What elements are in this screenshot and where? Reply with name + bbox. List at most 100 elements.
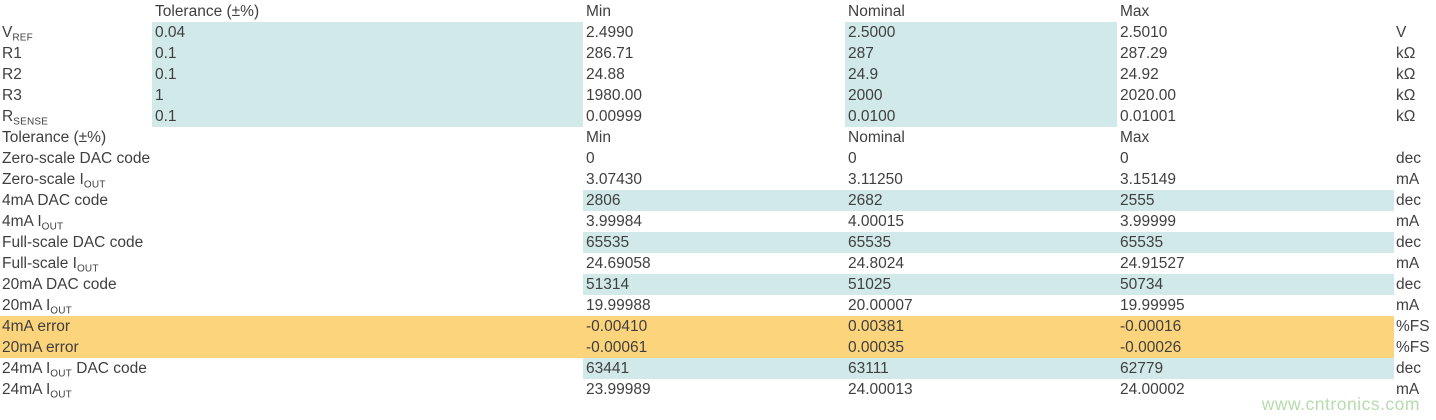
header-row-2-nominal-cell: Nominal bbox=[848, 129, 905, 146]
row-r2-max-cell: 24.92 bbox=[1120, 66, 1159, 83]
row-24ma-iout-nominal-cell: 24.00013 bbox=[848, 381, 913, 398]
row-24ma-iout-dac-code-label: 24mA IOUT DAC code bbox=[0, 358, 152, 380]
row-24ma-iout-label: 24mA IOUT bbox=[0, 379, 152, 401]
row-r3-max-cell: 2020.00 bbox=[1120, 87, 1177, 104]
row-4ma-iout-unit-cell: mA bbox=[1396, 213, 1420, 230]
header-row-2-max-cell: Max bbox=[1120, 129, 1150, 146]
row-24ma-iout-dac-code-max-cell: 62779 bbox=[1117, 358, 1394, 379]
row-24ma-iout-min-cell: 23.99989 bbox=[586, 381, 651, 398]
row-4ma-error-label: 4mA error bbox=[0, 316, 152, 337]
row-24ma-iout-dac-code-min-cell: 63441 bbox=[583, 358, 845, 379]
row-vref: VREF 0.04 2.4990 2.5000 2.5010 V bbox=[0, 22, 1436, 44]
row-20ma-error-nominal-cell: 0.00035 bbox=[845, 337, 1117, 358]
row-vref-max-cell: 2.5010 bbox=[1120, 24, 1168, 41]
row-zero-scale-iout-unit-cell: mA bbox=[1396, 171, 1420, 188]
row-zero-scale-iout: Zero-scale IOUT 3.07430 3.11250 3.15149 mA bbox=[0, 169, 1436, 191]
row-full-scale-dac-code-nominal-cell: 65535 bbox=[845, 232, 1117, 253]
row-20ma-dac-code-tolerance-cell bbox=[152, 274, 583, 295]
row-20ma-iout-unit-cell: mA bbox=[1396, 297, 1420, 314]
header-row-1-max-cell: Max bbox=[1120, 3, 1150, 20]
row-20ma-error-tolerance-cell bbox=[152, 337, 583, 358]
row-rsense-label-subscript: SENSE bbox=[13, 116, 49, 128]
row-r1-min-cell: 286.71 bbox=[586, 45, 634, 62]
row-zero-scale-dac-code-label: Zero-scale DAC code bbox=[0, 148, 152, 169]
row-zero-scale-dac-code-label-text: Zero-scale DAC code bbox=[2, 150, 151, 167]
row-vref-unit-cell: V bbox=[1396, 24, 1407, 41]
row-zero-scale-dac-code-max-cell: 0 bbox=[1120, 150, 1129, 167]
row-rsense: RSENSE 0.1 0.00999 0.0100 0.01001 kΩ bbox=[0, 106, 1436, 128]
row-full-scale-iout-max-cell: 24.91527 bbox=[1120, 255, 1185, 272]
row-zero-scale-iout-max-cell: 3.15149 bbox=[1120, 171, 1177, 188]
row-24ma-iout-dac-code-label-subscript: OUT bbox=[50, 368, 72, 380]
row-full-scale-iout-nominal-cell: 24.8024 bbox=[848, 255, 905, 272]
row-20ma-iout-label: 20mA IOUT bbox=[0, 295, 152, 317]
row-full-scale-dac-code-unit-cell: dec bbox=[1396, 234, 1421, 251]
header-row-2-min-cell: Min bbox=[586, 129, 611, 146]
row-full-scale-iout-tolerance-cell bbox=[152, 253, 583, 274]
row-4ma-dac-code-min-cell: 2806 bbox=[583, 190, 845, 211]
row-4ma-iout-label-text: 4mA I bbox=[2, 213, 42, 230]
row-r3-nominal-cell: 2000 bbox=[845, 85, 1117, 106]
row-r2-label-text: R2 bbox=[2, 66, 22, 83]
row-r2-unit-cell: kΩ bbox=[1396, 66, 1416, 83]
row-4ma-iout-label: 4mA IOUT bbox=[0, 211, 152, 233]
row-vref-min-cell: 2.4990 bbox=[586, 24, 634, 41]
row-zero-scale-iout-label: Zero-scale IOUT bbox=[0, 169, 152, 191]
row-r1-label-text: R1 bbox=[2, 45, 22, 62]
header-row-1-unit-cell bbox=[1394, 1, 1436, 22]
row-20ma-iout-label-text: 20mA I bbox=[2, 297, 51, 314]
row-r3-label: R3 bbox=[0, 85, 152, 106]
header-row-1-nominal-cell: Nominal bbox=[848, 3, 905, 20]
row-4ma-iout: 4mA IOUT 3.99984 4.00015 3.99999 mA bbox=[0, 211, 1436, 233]
row-4ma-dac-code-label-text: 4mA DAC code bbox=[2, 192, 108, 209]
row-20ma-error-max-cell: -0.00026 bbox=[1117, 337, 1394, 358]
row-24ma-iout-unit-cell: mA bbox=[1396, 381, 1420, 398]
row-r3-tolerance-cell: 1 bbox=[152, 85, 583, 106]
row-rsense-max-cell: 0.01001 bbox=[1120, 108, 1177, 125]
header-row-2: Tolerance (±%) Min Nominal Max bbox=[0, 127, 1436, 148]
header-row-2-unit-cell bbox=[1394, 127, 1436, 148]
row-4ma-error-max-cell: -0.00016 bbox=[1117, 316, 1394, 337]
header-row-2-tolerance-cell bbox=[152, 127, 583, 148]
row-rsense-label: RSENSE bbox=[0, 106, 152, 128]
row-zero-scale-iout-label-subscript: OUT bbox=[83, 179, 106, 191]
row-20ma-iout-min-cell: 19.99988 bbox=[586, 297, 651, 314]
row-full-scale-iout-label-text: Full-scale I bbox=[2, 255, 77, 272]
row-full-scale-iout-label-subscript: OUT bbox=[76, 263, 99, 275]
row-4ma-iout-tolerance-cell bbox=[152, 211, 583, 232]
row-full-scale-iout-unit-cell: mA bbox=[1396, 255, 1420, 272]
row-24ma-iout-dac-code-nominal-cell: 63111 bbox=[845, 358, 1117, 379]
row-full-scale-dac-code-label-text: Full-scale DAC code bbox=[2, 234, 144, 251]
row-20ma-dac-code-label-text: 20mA DAC code bbox=[2, 276, 117, 293]
row-zero-scale-dac-code-min-cell: 0 bbox=[586, 150, 595, 167]
row-4ma-dac-code-tolerance-cell bbox=[152, 190, 583, 211]
row-zero-scale-iout-min-cell: 3.07430 bbox=[586, 171, 643, 188]
row-4ma-error-label-text: 4mA error bbox=[2, 318, 71, 335]
row-24ma-iout-dac-code-label-suffix: DAC code bbox=[71, 360, 147, 377]
row-20ma-error-unit-cell: %FS bbox=[1396, 339, 1430, 356]
row-20ma-dac-code-min-cell: 51314 bbox=[583, 274, 845, 295]
row-full-scale-dac-code-tolerance-cell bbox=[152, 232, 583, 253]
row-rsense-min-cell: 0.00999 bbox=[586, 108, 643, 125]
row-vref-label-text: V bbox=[2, 24, 13, 41]
row-full-scale-iout-label: Full-scale IOUT bbox=[0, 253, 152, 275]
row-vref-nominal-cell: 2.5000 bbox=[845, 22, 1117, 43]
header-row-1-tolerance-cell: Tolerance (±%) bbox=[155, 3, 260, 20]
row-20ma-error-label-text: 20mA error bbox=[2, 339, 79, 356]
row-vref-label: VREF bbox=[0, 22, 152, 44]
row-20ma-iout-label-subscript: OUT bbox=[50, 305, 72, 317]
header-row-1-min-cell: Min bbox=[586, 3, 611, 20]
row-r3-min-cell: 1980.00 bbox=[586, 87, 643, 104]
row-4ma-dac-code-unit-cell: dec bbox=[1396, 192, 1421, 209]
row-4ma-error-min-cell: -0.00410 bbox=[583, 316, 845, 337]
row-r2-label: R2 bbox=[0, 64, 152, 85]
row-4ma-dac-code-nominal-cell: 2682 bbox=[845, 190, 1117, 211]
row-zero-scale-dac-code-nominal-cell: 0 bbox=[848, 150, 857, 167]
row-24ma-iout-dac-code-unit-cell: dec bbox=[1396, 360, 1421, 377]
row-zero-scale-iout-nominal-cell: 3.11250 bbox=[848, 171, 903, 188]
row-zero-scale-dac-code: Zero-scale DAC code 0 0 0 dec bbox=[0, 148, 1436, 169]
row-4ma-error-unit-cell: %FS bbox=[1396, 318, 1430, 335]
row-vref-tolerance-cell: 0.04 bbox=[152, 22, 583, 43]
row-full-scale-iout-min-cell: 24.69058 bbox=[586, 255, 651, 272]
row-r1-label: R1 bbox=[0, 43, 152, 64]
